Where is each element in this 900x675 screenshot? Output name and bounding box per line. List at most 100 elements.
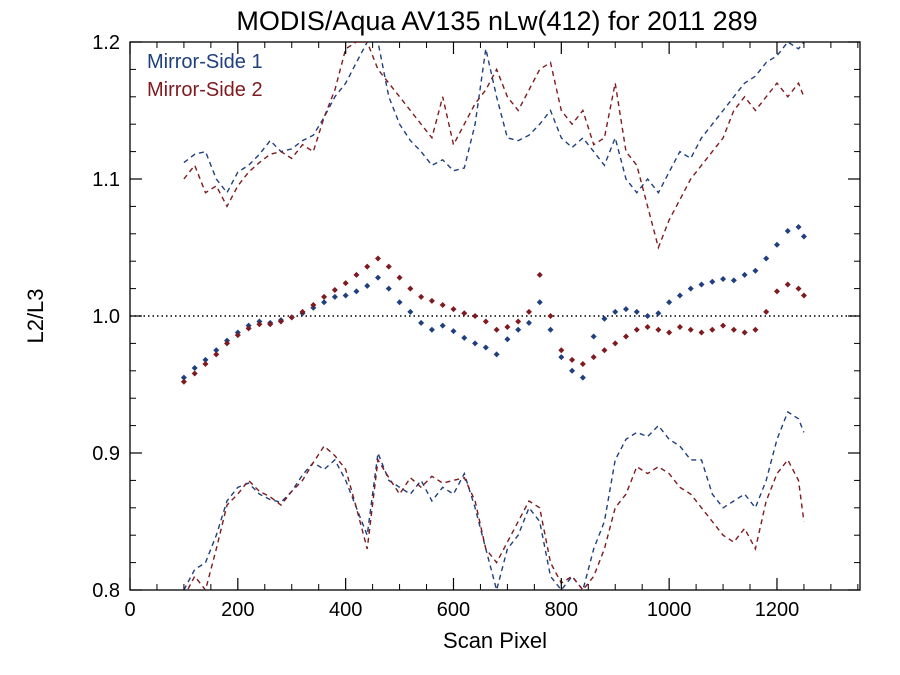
series-mirror-side-2-point [224,340,231,347]
series-mirror-side-2-point [612,340,619,347]
series-mirror-side-2-point [784,281,791,288]
series-mirror-side-2-point [698,329,705,336]
series-mirror-side-1-point [741,271,748,278]
x-tick-label: 400 [329,599,362,621]
series-mirror-side-2-point [525,308,532,315]
series-mirror-side-2-point [795,285,802,292]
series-mirror-side-1-point [180,374,187,381]
series-mirror-side-2-point [709,326,716,333]
series-mirror-side-2-point [385,263,392,270]
series-mirror-side-1-point [547,326,554,333]
series-mirror-side-2-point [331,286,338,293]
series-mirror-side-2-point [321,293,328,300]
series-mirror-side-1-point [331,293,338,300]
series-mirror-side-1-point [461,334,468,341]
series-mirror-side-1-point [676,292,683,299]
series-mirror-side-2-point [623,333,630,340]
series-mirror-side-2-point [720,322,727,329]
series-mirror-side-1-lower-line [183,410,805,590]
series-mirror-side-1-point [385,285,392,292]
series-mirror-side-1-point [407,308,414,315]
series-mirror-side-1-point [482,344,489,351]
series-mirror-side-2-point [310,302,317,309]
series-mirror-side-2-point [579,360,586,367]
series-mirror-side-2-point [375,255,382,262]
series-mirror-side-1-point [525,319,532,326]
series-mirror-side-2-point [763,308,770,315]
series-mirror-side-2-point [590,354,597,361]
series-mirror-side-2-point [202,360,209,367]
series-mirror-side-1-point [720,276,727,283]
x-axis-label: Scan Pixel [443,628,547,653]
series-mirror-side-1-point [763,255,770,262]
series-mirror-side-2-point [364,263,371,270]
x-tick-label: 600 [437,599,470,621]
series-mirror-side-1-point [418,319,425,326]
series-mirror-side-1-point [730,277,737,284]
series-mirror-side-2-point [633,326,640,333]
series-mirror-side-1-point [342,292,349,299]
series-mirror-side-1-point [800,233,807,240]
y-tick-label: 0.8 [92,580,120,602]
series-mirror-side-1-point [504,336,511,343]
series-mirror-side-1-point [569,367,576,374]
series-mirror-side-1-point [633,308,640,315]
series-mirror-side-2-point [277,318,284,325]
series-mirror-side-2-point [504,323,511,330]
series-mirror-side-1-point [353,288,360,295]
series-mirror-side-2-point [752,326,759,333]
series-mirror-side-1-point [558,354,565,361]
series-mirror-side-1-point [375,274,382,281]
series-mirror-side-2-point [515,318,522,325]
series-mirror-side-2-point [288,314,295,321]
series-mirror-side-1-point [644,313,651,319]
legend-label-mirror-side-2: Mirror-Side 2 [147,79,263,101]
series-mirror-side-1-point [472,340,479,347]
series-mirror-side-2-point [450,306,457,313]
series-mirror-side-2-point [439,302,446,309]
y-tick-label: 1.1 [92,169,120,191]
series-mirror-side-1-upper-line [183,42,805,194]
series-mirror-side-2-point [234,332,241,339]
y-tick-label: 0.9 [92,443,120,465]
series-mirror-side-1-point [687,285,694,292]
series-mirror-side-2-point [353,271,360,278]
ticks-layer: 0 200 400 600 800 1000 1200 0.8 0.9 1.0 1.1 1.2 [92,32,860,621]
y-tick-label: 1.2 [92,32,120,54]
series-mirror-side-1-point [666,299,673,306]
y-tick-label: 1.0 [92,306,120,328]
series-mirror-side-2-point [666,329,673,336]
chart-title: MODIS/Aqua AV135 nLw(412) for 2011 289 [236,6,757,36]
series-mirror-side-2-point [773,288,780,295]
series-mirror-side-1-point [191,365,198,372]
x-tick-label: 1200 [755,599,800,621]
series-mirror-side-2-lower-line [186,445,805,590]
x-tick-label: 200 [221,599,254,621]
series-mirror-side-2-point [180,378,187,385]
series-mirror-side-1-point [364,282,371,289]
series-mirror-side-2-point [800,292,807,299]
series-mirror-side-1-point [601,315,608,322]
legend-label-mirror-side-1: Mirror-Side 1 [147,51,263,73]
series-mirror-side-1-point [623,306,630,313]
series-mirror-side-2-point [655,326,662,333]
series-layer [180,42,807,590]
plot-area: 0 200 400 600 800 1000 1200 0.8 0.9 1.0 1.1 1.2 [92,32,861,621]
series-mirror-side-1-point [428,326,435,333]
series-mirror-side-1-point [773,241,780,248]
series-mirror-side-1-point [536,299,543,306]
series-mirror-side-2-point [482,318,489,325]
y-axis-label: L2/L3 [23,288,48,343]
series-mirror-side-2-point [741,329,748,336]
series-mirror-side-2-point [493,326,500,333]
series-mirror-side-1-point [321,299,328,306]
series-mirror-side-2-point [601,347,608,354]
series-mirror-side-2-point [472,313,479,319]
series-mirror-side-1-point [396,299,403,306]
legend: Mirror-Side 1 Mirror-Side 2 [147,51,263,101]
series-mirror-side-1-point [709,278,716,285]
series-mirror-side-1-point [493,351,500,358]
series-mirror-side-2-point [267,321,274,328]
series-mirror-side-1-point [450,328,457,335]
